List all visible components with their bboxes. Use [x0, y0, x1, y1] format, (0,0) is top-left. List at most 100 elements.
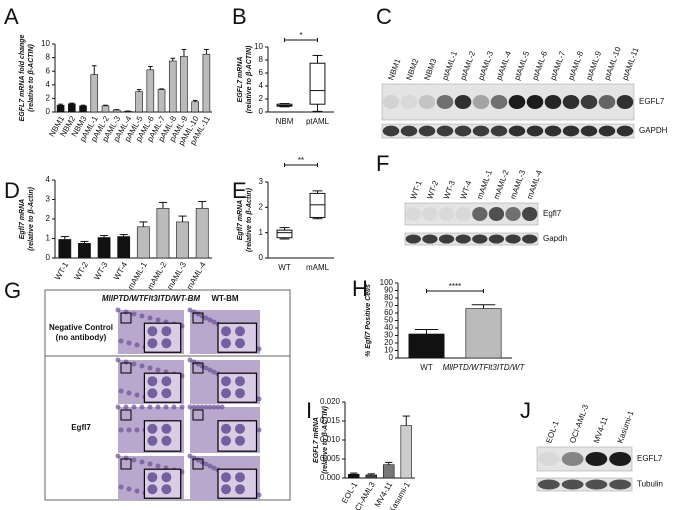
row-label: Egfl7 [71, 423, 91, 432]
error-bar [80, 240, 89, 244]
y-tick-label: 8 [259, 55, 264, 64]
blot-band [537, 452, 560, 466]
error-bar [91, 65, 97, 75]
y-tick-label: 6 [259, 68, 264, 77]
cell [155, 404, 161, 410]
bar [68, 103, 76, 113]
error-bar [139, 221, 148, 227]
lane-label: ptAML-8 [566, 49, 585, 81]
zoom-cell [161, 423, 172, 434]
zoom-cell [235, 338, 245, 349]
blot-band [562, 125, 580, 137]
error-bar [471, 304, 496, 309]
bar [56, 104, 65, 113]
panel-letter: C [376, 4, 392, 29]
cell [219, 404, 225, 410]
y-tick-label: 2 [259, 202, 264, 211]
lane-label: EOL-1 [544, 419, 561, 444]
bar [465, 308, 502, 359]
cell [155, 317, 161, 323]
zoom-cell [147, 326, 158, 337]
bar [191, 101, 199, 113]
blot-band [400, 95, 418, 109]
zoom-source [192, 312, 204, 324]
y-tick-label: 0.005 [320, 454, 341, 463]
cell [134, 342, 140, 348]
lane-label: WT-3 [442, 179, 457, 201]
blot-band [537, 479, 560, 490]
lane-label: NBM2 [404, 57, 420, 81]
y-axis-label: (relative to β-Actin) [28, 186, 35, 251]
blot-background [404, 232, 539, 246]
cell [215, 404, 221, 410]
cell [147, 315, 153, 321]
blot-band [561, 479, 584, 490]
box [276, 229, 293, 239]
cell [155, 463, 161, 469]
blot-band [472, 207, 488, 221]
blot-background [404, 202, 539, 226]
zoom-cell [147, 388, 158, 399]
zoom-cell [147, 435, 158, 446]
y-axis-label: (relative to β-ACTIN) [28, 43, 35, 111]
blot-band [418, 95, 436, 109]
panel-letter: I [306, 398, 312, 423]
y-tick-label: 80 [384, 293, 393, 302]
blot-band [382, 95, 400, 109]
band-label: GAPDH [639, 126, 668, 135]
zoom-cell [161, 435, 172, 446]
error-bar [192, 99, 198, 102]
x-tick-label: WT-4 [112, 260, 130, 282]
blot-band [455, 234, 471, 244]
cell [211, 319, 217, 325]
lane-label: ptAML-6 [530, 49, 549, 81]
panel-letter: A [4, 4, 19, 29]
cell [191, 404, 197, 410]
cell [147, 365, 153, 371]
blot-band [561, 452, 584, 466]
lane-label: ptAML-9 [584, 49, 603, 81]
cell [211, 465, 217, 471]
bar [168, 60, 177, 113]
lane-label: MV4-11 [592, 415, 610, 444]
zoom-cell [161, 376, 172, 387]
cell [187, 404, 193, 410]
blot-band [454, 95, 472, 109]
panel-letter: E [232, 178, 247, 203]
significance-label: **** [449, 282, 461, 291]
cell [203, 404, 209, 410]
cell [139, 363, 145, 369]
band-label: Gapdh [543, 234, 567, 243]
x-tick-label: WT [278, 263, 291, 272]
y-tick-label: 0 [259, 253, 264, 262]
lane-label: ptAML-10 [602, 45, 623, 81]
bar [408, 333, 445, 359]
y-tick-label: 4 [46, 80, 51, 89]
blot-band [609, 452, 632, 466]
x-tick-label: WT [420, 363, 433, 372]
panel-letter: J [520, 398, 531, 423]
y-tick-label: 0 [46, 107, 51, 116]
y-axis-label: (relative to β-Actin) [246, 187, 253, 252]
zoom-cell [235, 435, 245, 446]
y-tick-label: 30 [384, 331, 393, 340]
y-tick-label: 10 [254, 42, 263, 51]
y-axis-label: Egfl7 mRNA [237, 200, 244, 240]
y-tick-label: 0 [259, 107, 264, 116]
cell [134, 392, 140, 398]
blot-band [522, 207, 538, 221]
x-tick-label: WT-3 [92, 260, 110, 282]
cell [187, 307, 193, 313]
y-axis-label: (relative to β-ACTIN) [322, 405, 329, 473]
error-bar [58, 103, 63, 106]
error-bar [136, 89, 142, 92]
x-tick-label: mAML-4 [185, 260, 208, 291]
blot-band [598, 95, 616, 109]
bar [112, 109, 121, 113]
cell [126, 340, 132, 346]
bar [135, 91, 143, 113]
band-label: EGFL7 [637, 454, 663, 463]
bar [117, 236, 131, 259]
cell [207, 367, 213, 373]
zoom-cell [147, 484, 158, 495]
